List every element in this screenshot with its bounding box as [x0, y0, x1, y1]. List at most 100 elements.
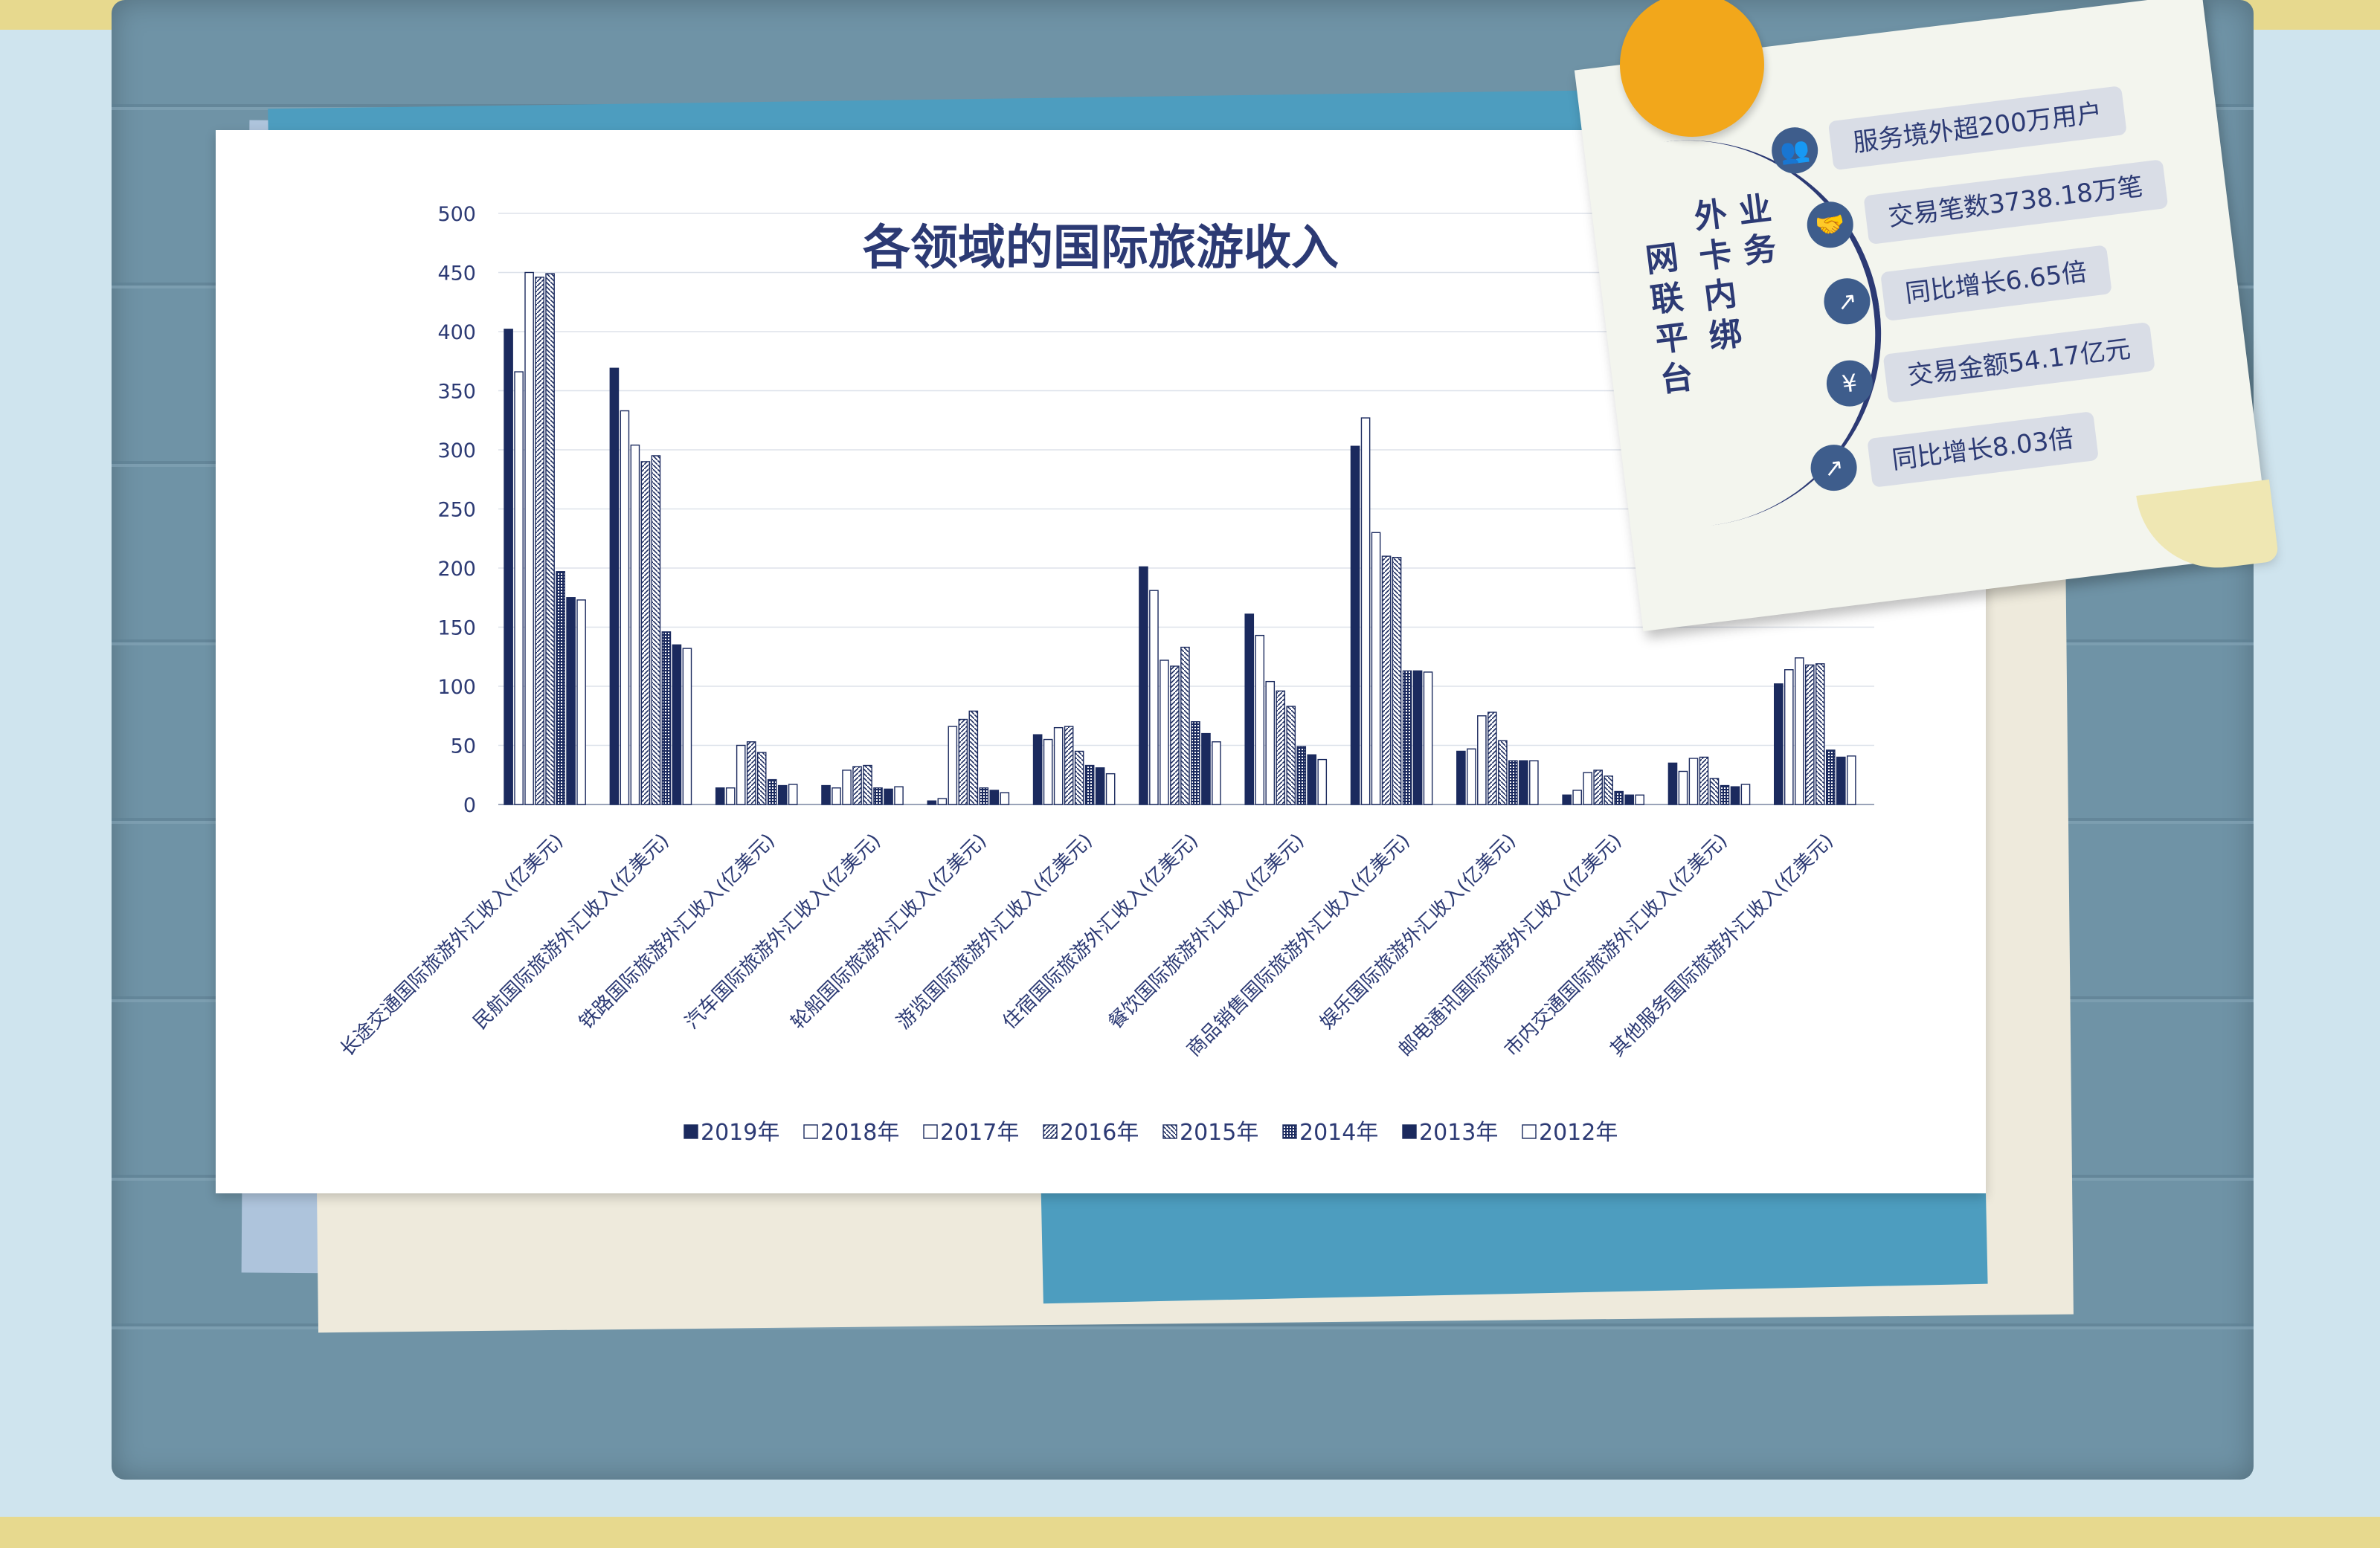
pushpin: [1620, 0, 1764, 137]
bar: [1064, 726, 1074, 805]
y-tick-label: 200: [437, 558, 476, 581]
x-tick-label: 餐饮国际旅游外汇收入(亿美元): [1104, 830, 1309, 1034]
bar: [1773, 683, 1784, 805]
bar: [767, 778, 777, 805]
note-item-text: 同比增长8.03倍: [1867, 411, 2099, 488]
bar: [1688, 758, 1699, 805]
bar: [1032, 734, 1043, 805]
note-item-text: 交易金额54.17亿元: [1882, 321, 2156, 404]
bar: [1074, 750, 1084, 805]
bar: [1583, 772, 1592, 805]
bar: [1180, 646, 1190, 805]
bar: [1381, 555, 1392, 805]
bar: [927, 800, 937, 805]
bar: [1149, 590, 1159, 805]
bar: [1212, 741, 1221, 805]
legend-swatch: [1402, 1124, 1417, 1139]
bar: [504, 329, 513, 805]
legend-swatch: [1043, 1124, 1058, 1139]
x-tick-label: 汽车国际旅游外汇收入(亿美元): [681, 830, 886, 1034]
bar: [1740, 784, 1751, 805]
x-tick-label: 娱乐国际旅游外汇收入(亿美元): [1316, 830, 1520, 1034]
bar: [884, 788, 893, 805]
legend-swatch: [803, 1124, 818, 1139]
y-tick-label: 100: [437, 676, 476, 699]
bar: [873, 787, 883, 805]
bar: [1255, 634, 1265, 805]
bar: [651, 455, 661, 805]
bar: [1307, 754, 1317, 805]
legend-swatch: [1162, 1124, 1177, 1139]
y-tick-label: 350: [437, 381, 476, 404]
legend-label: 2017年: [940, 1120, 1019, 1146]
bar: [1265, 680, 1276, 805]
x-tick-label: 游览国际旅游外汇收入(亿美元): [892, 830, 1097, 1034]
bar: [1392, 556, 1402, 805]
bar: [1371, 532, 1381, 805]
bar: [1836, 756, 1846, 805]
bar: [948, 726, 958, 805]
y-tick-label: 250: [437, 499, 476, 522]
bar: [842, 770, 852, 805]
bar: [1804, 664, 1815, 805]
bar: [1815, 663, 1825, 805]
y-tick-label: 50: [451, 735, 476, 758]
bar: [1488, 712, 1497, 805]
legend-label: 2018年: [820, 1120, 899, 1146]
x-tick-label: 商品销售国际旅游外汇收入(亿美元): [1183, 830, 1414, 1061]
bar: [937, 798, 948, 805]
legend-label: 2014年: [1299, 1120, 1378, 1146]
x-tick-label: 其他服务国际旅游外汇收入(亿美元): [1606, 830, 1838, 1061]
bar: [1667, 762, 1678, 805]
bar: [1635, 794, 1644, 805]
bar: [1614, 790, 1624, 805]
bar: [1529, 760, 1539, 805]
legend-label: 2019年: [701, 1120, 779, 1146]
bar: [1160, 659, 1169, 805]
y-tick-label: 0: [463, 794, 476, 817]
bar-chart: 各领域的国际旅游收入 0 50 100 150 200 250 300 350 400 450 50…: [336, 203, 1874, 1146]
bar: [715, 787, 725, 805]
chart-title: 各领域的国际旅游收入: [863, 221, 1339, 276]
bar: [968, 710, 979, 805]
bar: [556, 571, 565, 805]
bar: [661, 631, 672, 805]
bar: [524, 271, 534, 805]
bar: [535, 277, 544, 805]
bar: [1000, 792, 1010, 805]
legend-label: 2012年: [1539, 1120, 1618, 1146]
x-tick-label: 住宿国际旅游外汇收入(亿美元): [998, 830, 1203, 1034]
bar: [1170, 665, 1180, 805]
bar: [1519, 760, 1528, 805]
legend: 2019年 2018年 2017年 2016年 2015年 2014年 2013年 2012年: [684, 1120, 1618, 1146]
bars: [504, 271, 1856, 805]
bar: [821, 784, 831, 805]
bar: [1784, 669, 1794, 805]
bar: [1508, 760, 1518, 805]
bar: [1201, 732, 1211, 805]
bar: [1084, 764, 1095, 805]
bar: [1139, 566, 1148, 805]
bar: [1720, 784, 1730, 805]
bar: [1477, 715, 1487, 805]
x-tick-label: 轮船国际旅游外汇收入(亿美元): [787, 830, 991, 1034]
bar: [1105, 773, 1116, 805]
note-item-text: 交易笔数3738.18万笔: [1863, 159, 2168, 245]
y-tick-label: 500: [437, 203, 476, 226]
x-axis-labels: 长途交通国际旅游外汇收入(亿美元)民航国际旅游外汇收入(亿美元)铁路国际旅游外汇…: [336, 830, 1838, 1061]
bar: [1360, 417, 1371, 805]
y-tick-label: 150: [437, 617, 476, 640]
bar: [620, 410, 630, 805]
x-tick-label: 长途交通国际旅游外汇收入(亿美元): [336, 830, 567, 1061]
bar: [1593, 770, 1603, 805]
bar: [852, 766, 862, 805]
bar: [1286, 706, 1296, 805]
y-tick-label: 300: [437, 439, 476, 462]
bar: [640, 461, 651, 805]
legend-swatch: [684, 1124, 698, 1139]
bar: [545, 273, 555, 805]
bar: [1498, 740, 1508, 805]
bar: [958, 718, 968, 805]
y-tick-label: 400: [437, 321, 476, 344]
bar: [1730, 786, 1740, 805]
